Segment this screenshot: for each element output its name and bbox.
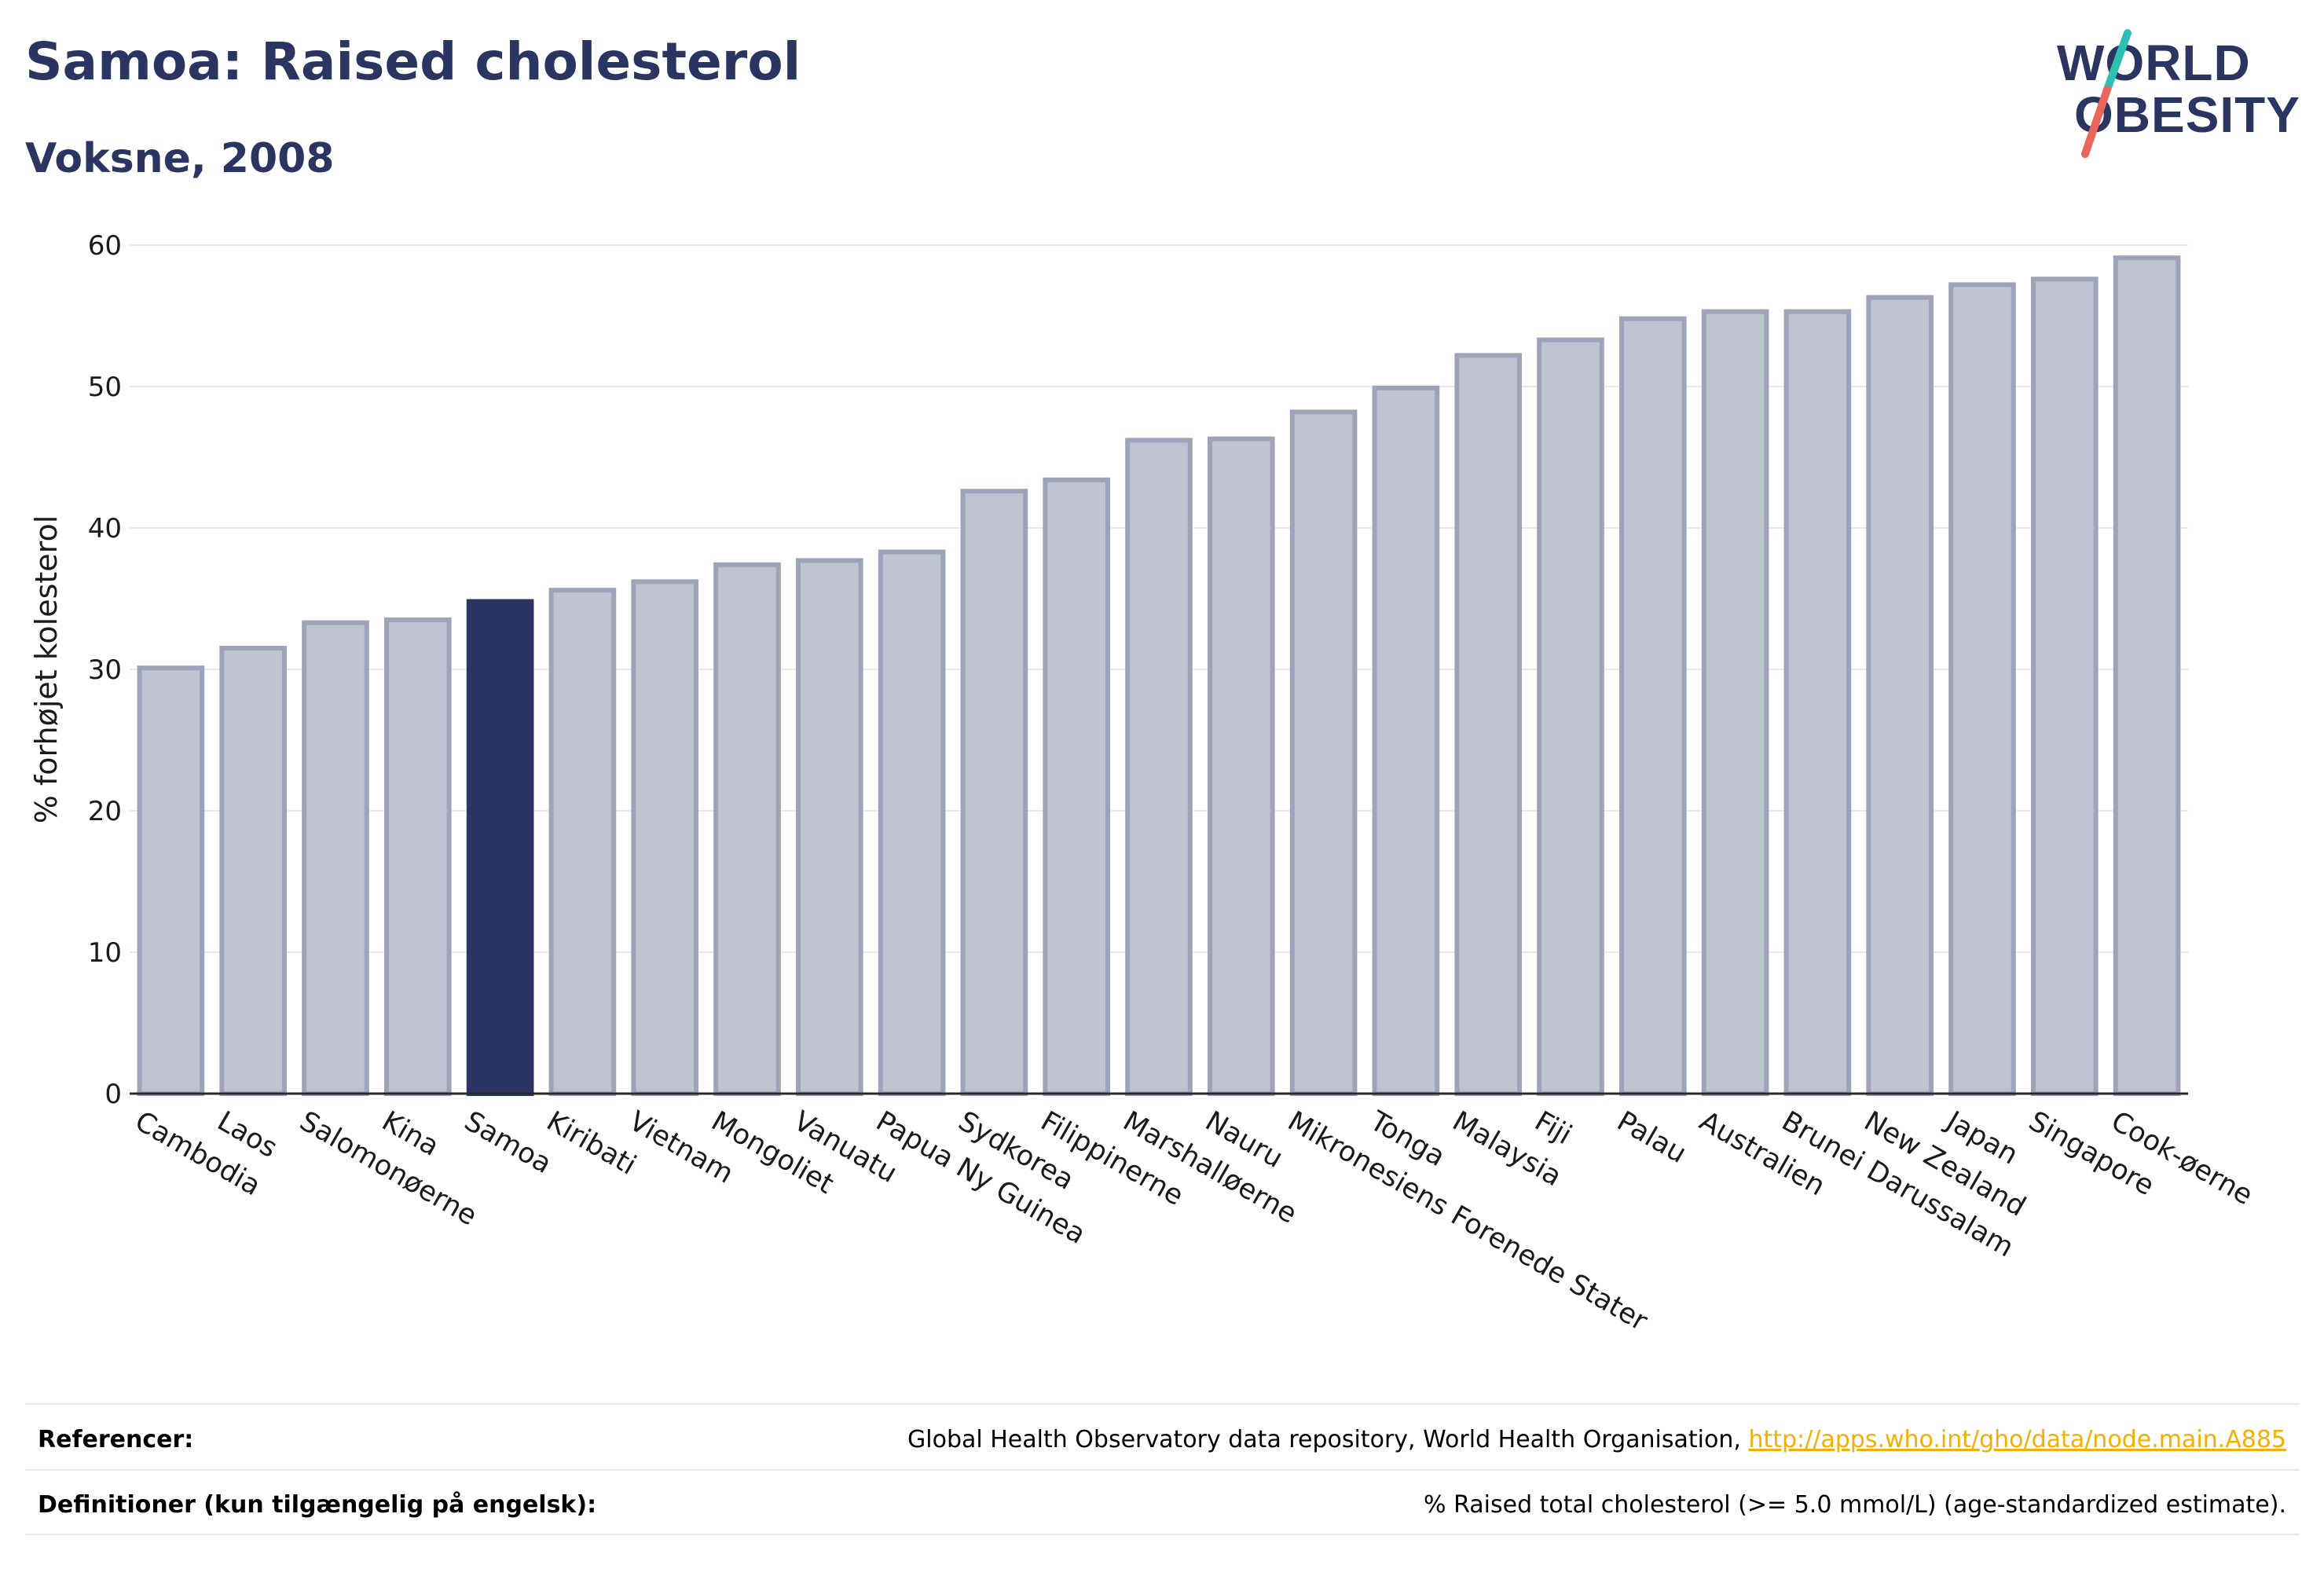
- bar: [1043, 477, 1111, 1096]
- bar: [2030, 277, 2099, 1097]
- bar: [219, 646, 288, 1096]
- bars: [137, 255, 2181, 1097]
- y-axis-ticks: 0 10 20 30 40 50 60: [88, 230, 122, 1110]
- y-tick-label: 20: [88, 796, 122, 827]
- definitions-label: Definitioner (kun tilgængelig på engelsk…: [38, 1491, 597, 1519]
- logo-line-2: OBESITY: [2074, 86, 2300, 143]
- bar: [1783, 309, 1852, 1097]
- x-tick-label: Kiribati: [541, 1105, 641, 1182]
- footer-divider-top: [25, 1403, 2300, 1405]
- logo-slash-red: [2081, 86, 2111, 158]
- bar: [1537, 337, 1604, 1097]
- y-tick-label: 50: [88, 372, 122, 403]
- bar: [713, 562, 781, 1096]
- bar: [1618, 316, 1687, 1097]
- chart-subtitle: Voksne, 2008: [25, 135, 335, 182]
- bar: [1207, 436, 1275, 1096]
- bar: [1289, 409, 1358, 1096]
- bar: [960, 489, 1028, 1096]
- x-tick-label: Samoa: [459, 1105, 556, 1180]
- bar: [1948, 282, 2016, 1096]
- bar: [1454, 353, 1523, 1096]
- bar: [2113, 255, 2181, 1097]
- bar: [795, 558, 863, 1096]
- chart-title: Samoa: Raised cholesterol: [25, 31, 801, 92]
- x-tick-label: Fiji: [1530, 1105, 1578, 1151]
- y-tick-label: 10: [88, 937, 122, 969]
- footer-divider-bottom: [25, 1534, 2300, 1535]
- bar: [548, 588, 617, 1096]
- x-tick-label: Palau: [1611, 1105, 1692, 1170]
- y-tick-label: 60: [88, 230, 122, 262]
- bar: [1372, 385, 1440, 1096]
- bar: [1125, 438, 1193, 1096]
- references-label: Referencer:: [38, 1426, 194, 1453]
- bar: [302, 620, 369, 1096]
- references-text: Global Health Observatory data repositor…: [907, 1426, 1749, 1453]
- footer-divider-middle: [25, 1469, 2300, 1471]
- bar: [631, 579, 699, 1096]
- bar: [878, 549, 946, 1096]
- bar: [383, 618, 452, 1096]
- bar: [1866, 295, 1934, 1097]
- y-axis-label: % forhøjet kolesterol: [29, 515, 64, 824]
- bar: [466, 599, 534, 1096]
- y-tick-label: 0: [104, 1079, 122, 1110]
- y-tick-label: 30: [88, 654, 122, 686]
- logo-slash-teal: [2103, 29, 2132, 93]
- world-obesity-logo: WORLD OBESITY: [2057, 29, 2300, 158]
- logo-line-1: WORLD: [2057, 35, 2251, 91]
- y-tick-label: 40: [88, 513, 122, 544]
- bar: [137, 665, 205, 1096]
- references-value: Global Health Observatory data repositor…: [907, 1426, 2286, 1453]
- bar: [1701, 309, 1769, 1097]
- references-link[interactable]: http://apps.who.int/gho/data/node.main.A…: [1748, 1426, 2286, 1453]
- definitions-value: % Raised total cholesterol (>= 5.0 mmol/…: [1424, 1491, 2286, 1519]
